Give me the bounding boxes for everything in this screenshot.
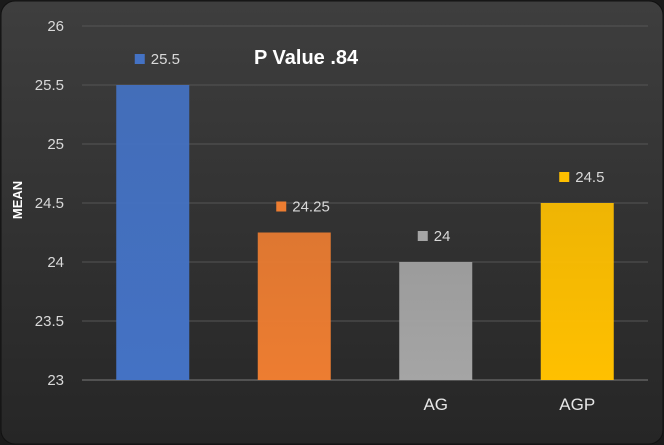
bar-4 xyxy=(540,203,614,380)
category-label: AG xyxy=(423,395,448,414)
y-tick-label: 23 xyxy=(47,372,64,389)
data-labels: 25.5 24.25 24 24.5 xyxy=(134,51,604,245)
bar-3 xyxy=(399,262,473,380)
data-label-marker xyxy=(134,54,145,64)
p-value-annotation: P Value .84 xyxy=(254,47,359,69)
data-label-marker xyxy=(276,201,287,212)
category-labels: AG AGP xyxy=(423,395,595,414)
data-label-marker xyxy=(417,231,428,241)
y-tick-label: 25.5 xyxy=(35,77,64,94)
data-label: 24.5 xyxy=(575,169,604,186)
data-label: 24.25 xyxy=(292,199,330,216)
category-label: AGP xyxy=(559,395,595,414)
data-label: 24 xyxy=(434,228,451,245)
bar-1 xyxy=(116,85,190,380)
data-label-marker xyxy=(559,172,570,182)
y-axis-label: MEAN xyxy=(10,181,25,219)
y-tick-label: 25 xyxy=(47,136,64,153)
bar-2 xyxy=(257,232,331,380)
y-tick-label: 23.5 xyxy=(35,313,64,330)
y-tick-labels: 23 23.5 24 24.5 25 25.5 26 xyxy=(35,18,64,389)
bars xyxy=(116,85,614,380)
y-tick-label: 24 xyxy=(47,254,64,271)
y-tick-label: 24.5 xyxy=(35,195,64,212)
data-label: 25.5 xyxy=(151,51,180,68)
y-tick-label: 26 xyxy=(47,18,64,35)
